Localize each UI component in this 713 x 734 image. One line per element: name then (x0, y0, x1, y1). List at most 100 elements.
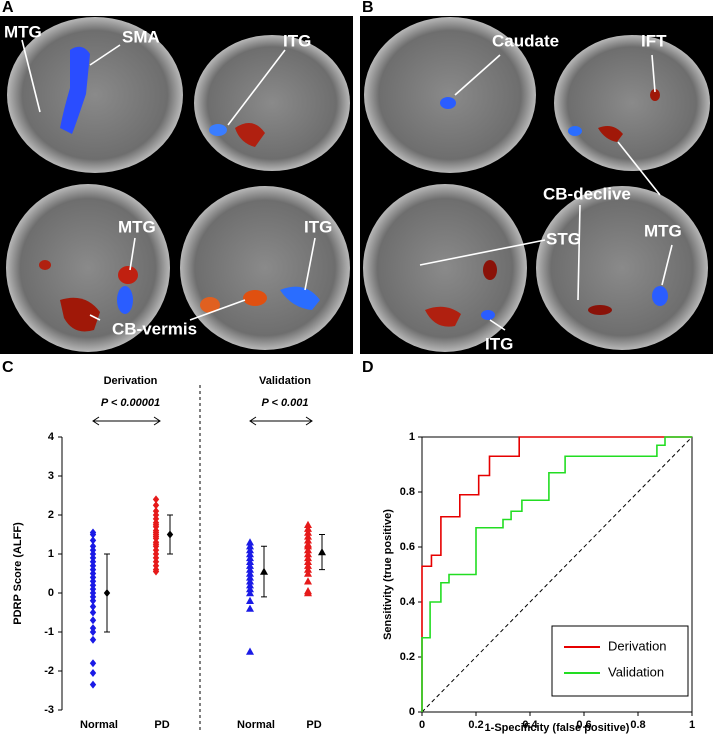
point (246, 557, 254, 565)
y-tick-label: -2 (44, 665, 54, 677)
x-tick-label: 0.8 (630, 719, 645, 731)
x-tick-label: 0.4 (522, 719, 538, 731)
point (304, 589, 312, 597)
y-tick-label: 1 (48, 548, 54, 560)
x-tick-label: Normal (237, 719, 275, 731)
point (304, 536, 312, 544)
y-tick-label: -3 (44, 704, 54, 716)
point (246, 542, 254, 550)
x-tick-label: 0 (419, 719, 425, 731)
x-tick-label: PD (154, 719, 169, 731)
point (89, 602, 97, 611)
point (304, 524, 312, 532)
point (304, 542, 312, 550)
point (304, 546, 312, 554)
point (89, 680, 97, 689)
roc-line (421, 436, 692, 712)
point (89, 530, 97, 539)
point (152, 501, 160, 510)
arrow (92, 416, 161, 426)
point (304, 561, 312, 569)
point (89, 668, 97, 677)
region-label: ITG (283, 31, 311, 50)
point (246, 647, 254, 655)
y-tick-label: 4 (48, 431, 55, 443)
x-tick-label: 0.2 (468, 719, 483, 731)
point (304, 565, 312, 573)
y-tick-label: -1 (44, 626, 54, 638)
mean-marker (318, 548, 326, 556)
point (304, 528, 312, 536)
panel-letter: A (2, 0, 14, 16)
point (246, 569, 254, 577)
group-label: Derivation (104, 375, 158, 387)
region-label: CB-vermis (112, 319, 197, 338)
x-tick-label: 0.6 (576, 719, 591, 731)
point (246, 561, 254, 569)
brain-panel-b (360, 16, 713, 354)
point (89, 659, 97, 668)
reference-line (421, 436, 693, 713)
point (246, 546, 254, 554)
y-axis-label: Sensitivity (true positive) (382, 509, 394, 640)
point (304, 553, 312, 562)
point (304, 577, 312, 585)
p-annotation: P < 0.00001 (101, 397, 160, 409)
point (89, 635, 97, 644)
point (304, 557, 312, 565)
region-label: SMA (122, 27, 160, 46)
panel-letter: B (362, 0, 374, 16)
point (246, 550, 254, 558)
point (246, 589, 254, 597)
region-label: MTG (644, 221, 682, 240)
point (89, 628, 97, 636)
roc-line (421, 436, 692, 712)
panel-letter: D (362, 359, 374, 376)
arrow (249, 416, 313, 426)
y-axis-label: PDRP Score (ALFF) (12, 522, 24, 625)
x-tick-label: PD (306, 719, 321, 731)
y-tick-label: 0.6 (400, 541, 415, 553)
y-tick-label: 1 (409, 431, 415, 443)
region-label: MTG (118, 217, 156, 236)
point (89, 596, 97, 605)
brain-panel-a (0, 16, 353, 354)
region-label: IFT (641, 31, 667, 50)
point (246, 565, 254, 573)
p-annotation: P < 0.001 (262, 397, 309, 409)
point (246, 585, 254, 593)
point (304, 520, 312, 528)
mean-marker (103, 589, 111, 597)
chart-d: D 0 0.2 0.4 0.6 0.8 1 0 0.2 0.4 0.6 0.8 1 1-Specifici… (362, 359, 695, 734)
mean-marker (260, 567, 268, 575)
point (246, 538, 254, 546)
region-label: CB-declive (543, 184, 631, 203)
point (246, 604, 254, 612)
point (304, 550, 312, 558)
region-label: MTG (4, 22, 42, 41)
point (246, 573, 254, 581)
legend-label: Derivation (608, 638, 667, 653)
point (246, 596, 254, 604)
x-tick-label: Normal (80, 719, 118, 731)
y-tick-label: 0.4 (400, 596, 416, 608)
x-tick-label: 1 (689, 719, 695, 731)
point (246, 581, 254, 589)
region-label: ITG (485, 334, 513, 353)
legend-box (551, 625, 689, 697)
region-label: Caudate (492, 31, 559, 50)
point (152, 495, 160, 504)
panel-letter: C (2, 359, 14, 376)
group-label: Validation (259, 375, 311, 387)
region-label: ITG (304, 217, 332, 236)
point (89, 608, 97, 617)
mean-marker (166, 530, 174, 539)
chart-c: C -3 -2 -1 0 1 2 3 4 PDRP Score (ALFF) Derivation P… (2, 359, 326, 731)
point (304, 569, 312, 577)
point (152, 567, 160, 576)
point (89, 536, 97, 545)
y-tick-label: 0.8 (400, 486, 415, 498)
x-axis-label: 1-Specificity (false positive) (485, 722, 630, 734)
